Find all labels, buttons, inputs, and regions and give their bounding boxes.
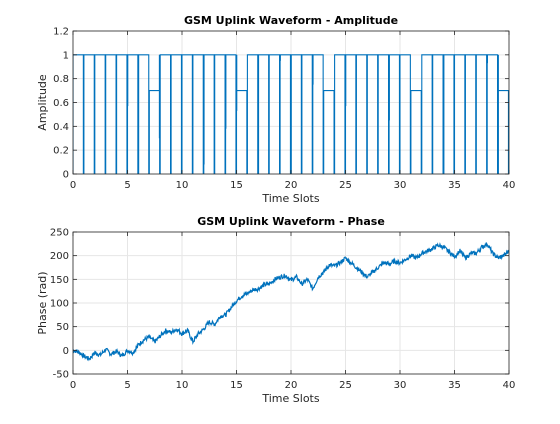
y-tick-label: 0.6 <box>53 98 69 109</box>
x-tick-label: 25 <box>339 180 352 191</box>
amplitude-panel: 0 5 10 15 20 25 30 35 40 0 0.2 0.4 0.6 0.8 1 1.2 GSM Upl… <box>36 14 515 205</box>
x-tick-label: 0 <box>70 180 76 191</box>
y-tick-label: 0 <box>63 346 69 357</box>
y-tick-label: 0.8 <box>53 74 69 85</box>
x-tick-label: 5 <box>124 180 130 191</box>
x-tick-label: 25 <box>339 380 352 391</box>
data-group <box>73 242 509 362</box>
x-tick-label: 30 <box>394 180 407 191</box>
x-tick-label: 10 <box>176 180 189 191</box>
y-tick-label: 200 <box>50 251 69 262</box>
y-tick-label: 1 <box>63 50 69 61</box>
y-tick-label: 250 <box>50 228 69 239</box>
x-tick-label: 15 <box>230 380 243 391</box>
y-axis-label: Amplitude <box>36 74 49 131</box>
x-tick-label: 20 <box>285 180 298 191</box>
x-tick-label: 30 <box>394 380 407 391</box>
x-tick-label: 40 <box>503 180 516 191</box>
y-tick-label: 0.2 <box>53 146 69 157</box>
x-tick-label: 5 <box>124 380 130 391</box>
x-tick-label: 40 <box>503 380 516 391</box>
x-tick-label: 10 <box>176 380 189 391</box>
x-tick-label: 35 <box>448 180 461 191</box>
x-tick-label: 15 <box>230 180 243 191</box>
phase-line <box>73 242 509 362</box>
y-tick-label: 100 <box>50 299 69 310</box>
y-tick-label: 0 <box>63 170 69 181</box>
x-tick-label: 0 <box>70 380 76 391</box>
x-axis-label: Time Slots <box>261 392 319 405</box>
data-group <box>73 54 509 174</box>
x-tick-label: 35 <box>448 380 461 391</box>
x-tick-label: 20 <box>285 380 298 391</box>
chart-title: GSM Uplink Waveform - Phase <box>197 215 385 228</box>
chart-title: GSM Uplink Waveform - Amplitude <box>184 14 398 27</box>
y-tick-label: 0.4 <box>53 122 69 133</box>
y-tick-label: -50 <box>53 370 69 381</box>
y-tick-label: 1.2 <box>53 27 69 38</box>
y-tick-label: 50 <box>56 322 69 333</box>
x-axis-label: Time Slots <box>261 192 319 205</box>
y-axis-label: Phase (rad) <box>36 271 49 334</box>
y-tick-label: 150 <box>50 275 69 286</box>
